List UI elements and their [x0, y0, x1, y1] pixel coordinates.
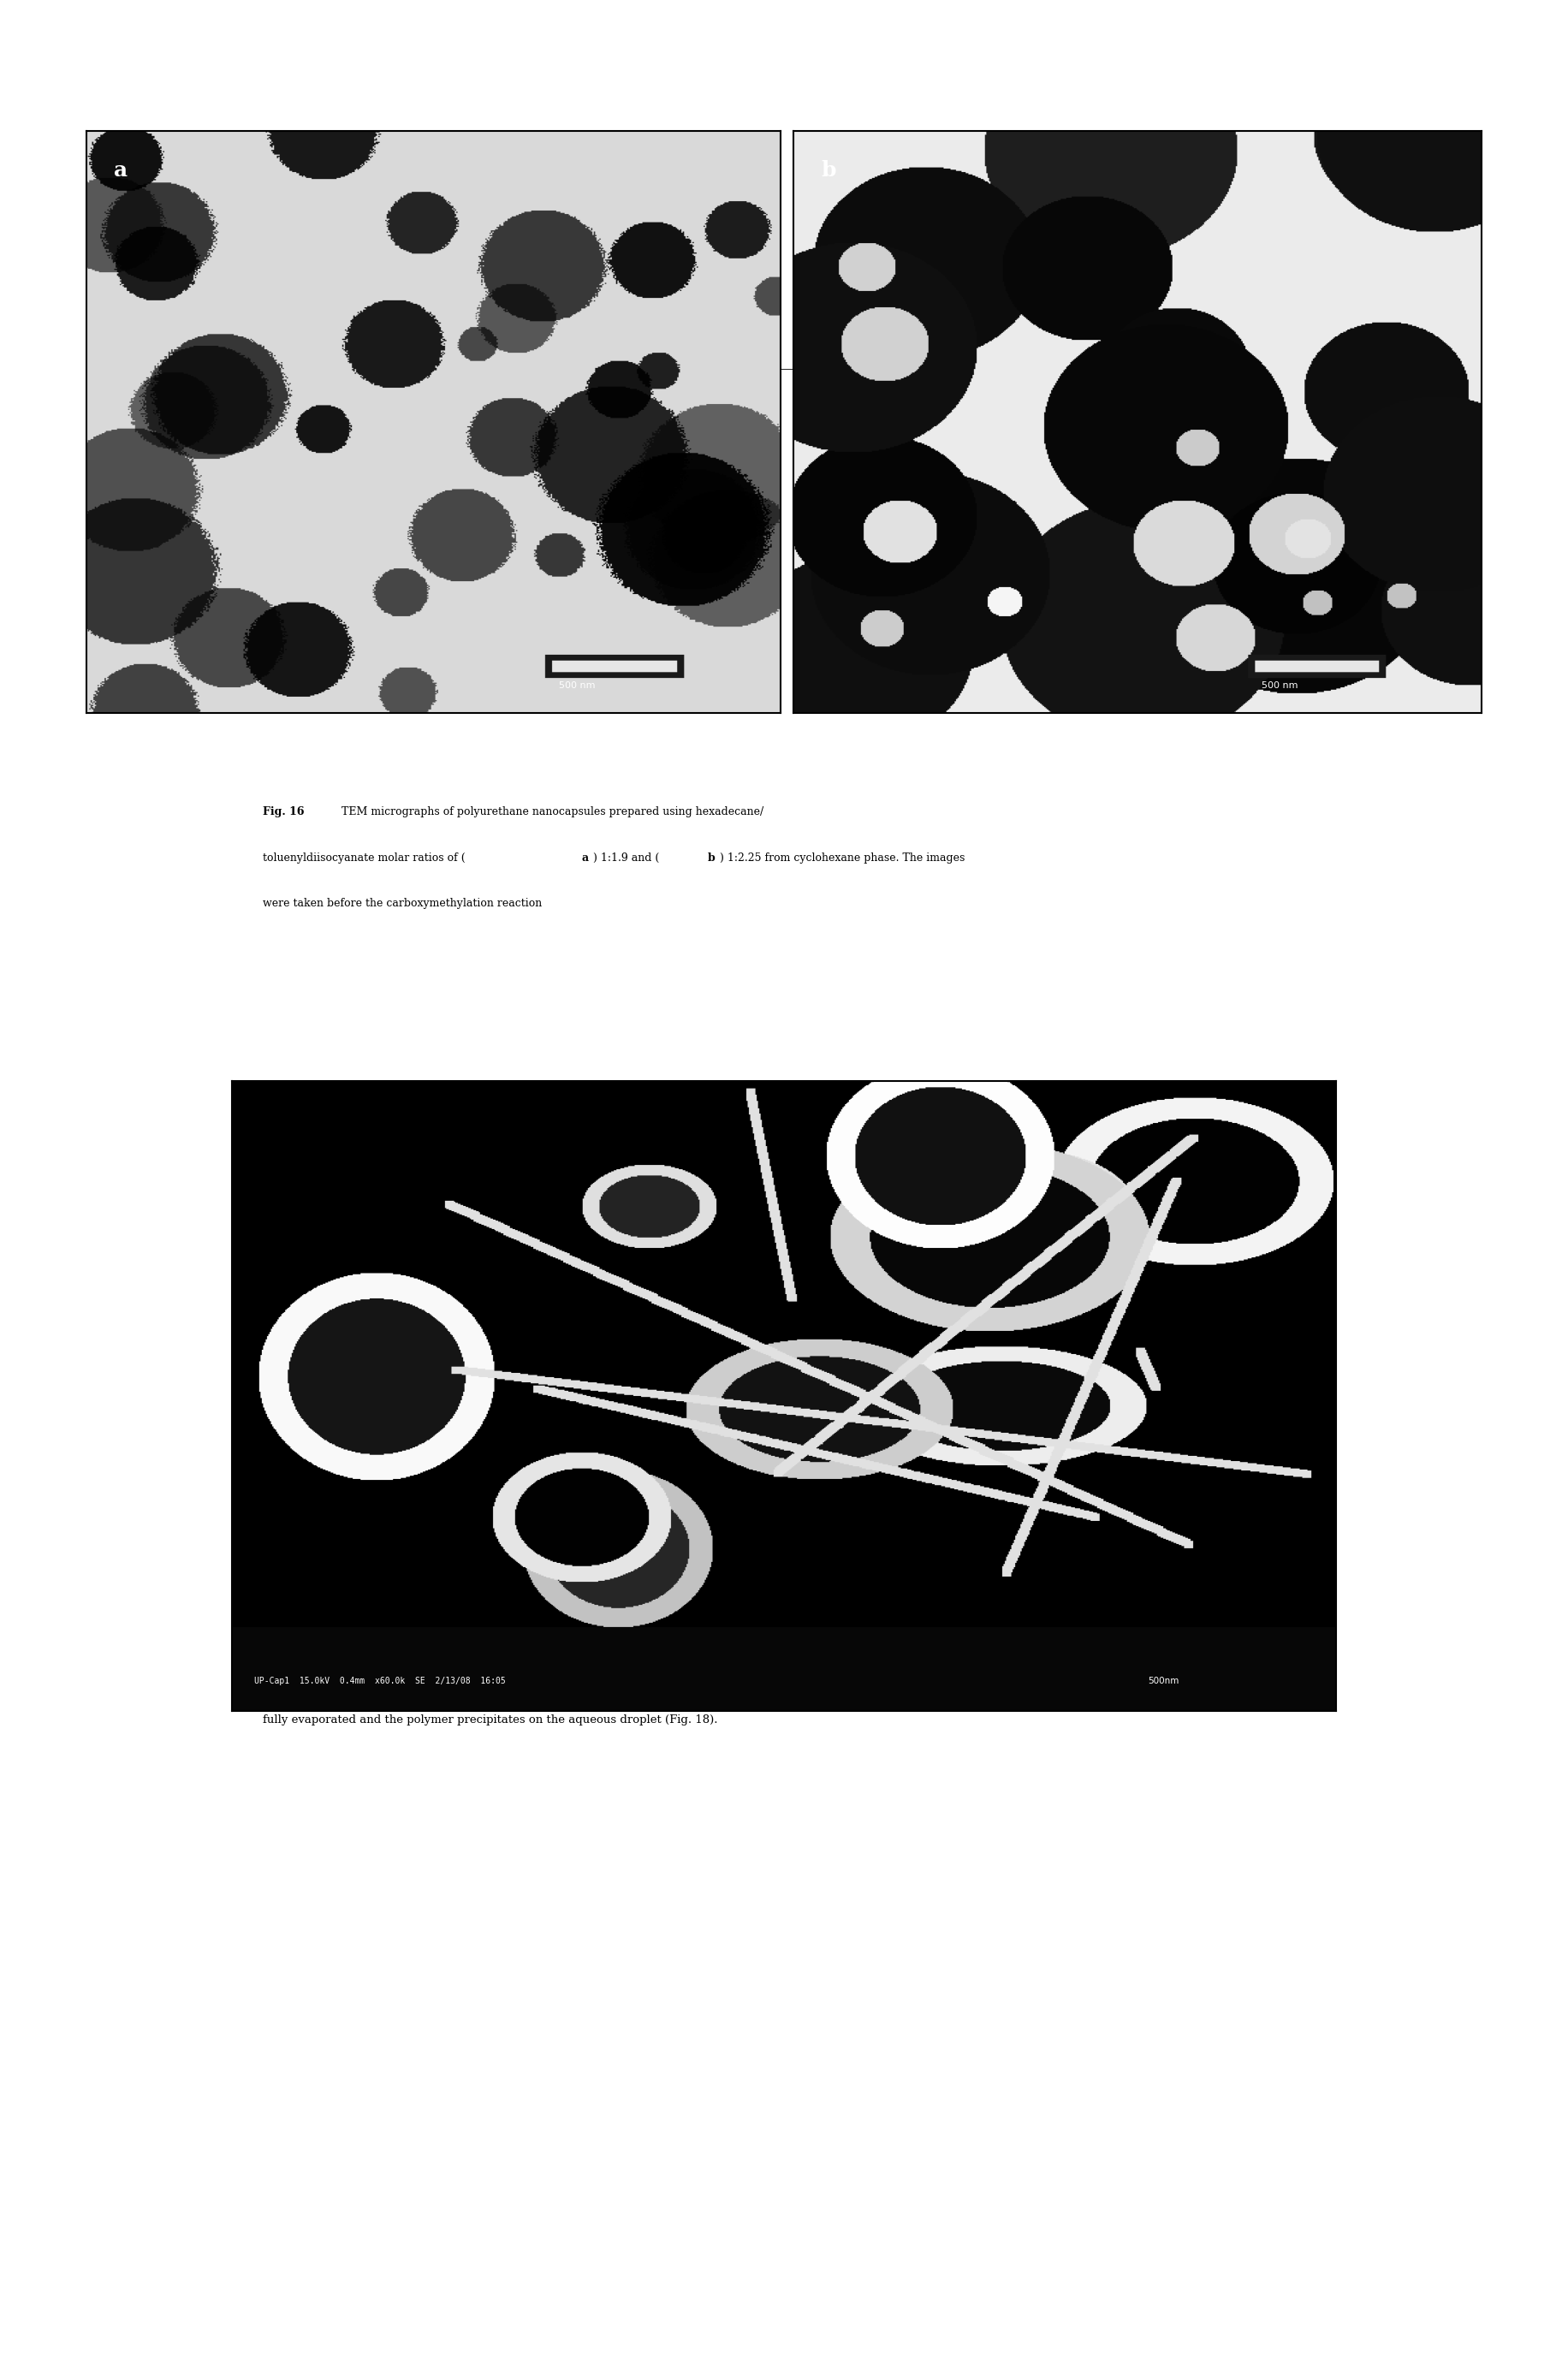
- Text: 500 nm: 500 nm: [558, 682, 594, 689]
- Text: b: b: [822, 159, 836, 181]
- Text: a: a: [114, 159, 129, 181]
- Text: Fig. 16: Fig. 16: [263, 805, 304, 817]
- Text: a nonsolvent (e.g., cyclohexane) for the polymer [e.g., PMMA, polycaprolactone: a nonsolvent (e.g., cyclohexane) for the…: [263, 1625, 721, 1637]
- Text: Miniemulsion Polymerization to Encapsulate Organic and Inorganic Materials: Miniemulsion Polymerization to Encapsula…: [263, 345, 687, 356]
- Text: miniemulsion consists of a mixture of a solvent (e.g., dichloromethane, DCM) and: miniemulsion consists of a mixture of a …: [263, 1582, 731, 1594]
- Text: b: b: [707, 853, 715, 862]
- Text: PAEMA-coated polyurethane capsules with physically adsorbed gold-IgG antibodies.: PAEMA-coated polyurethane capsules with …: [339, 1338, 803, 1347]
- Text: arrows: arrows: [958, 1383, 996, 1395]
- Text: ) 1:2.25 from cyclohexane phase. The images: ) 1:2.25 from cyclohexane phase. The ima…: [720, 853, 964, 862]
- Text: TEM micrographs of polyurethane nanocapsules prepared using hexadecane/: TEM micrographs of polyurethane nanocaps…: [339, 805, 764, 817]
- Text: a: a: [582, 853, 588, 862]
- Text: Gold is visualized with the backscattered electron detector (indicated by: Gold is visualized with the backscattere…: [263, 1383, 662, 1395]
- Text: Fig. 17: Fig. 17: [263, 1338, 304, 1347]
- Text: toluenyldiisocyanate molar ratios of (: toluenyldiisocyanate molar ratios of (: [263, 853, 466, 862]
- Text: UP-Cap1  15.0kV  0.4mm  x60.0k  SE  2/13/08  16:05: UP-Cap1 15.0kV 0.4mm x60.0k SE 2/13/08 1…: [254, 1677, 505, 1685]
- Text: ) in the SEM: ) in the SEM: [1021, 1383, 1090, 1395]
- Text: 500nm: 500nm: [1148, 1677, 1179, 1685]
- Text: 500 nm: 500 nm: [1262, 682, 1298, 689]
- Text: were taken before the carboxymethylation reaction: were taken before the carboxymethylation…: [263, 898, 543, 910]
- Text: the antiseptic chlorohexidine digluconate [87, 88]. The continuous phase of the: the antiseptic chlorohexidine digluconat…: [263, 1537, 718, 1549]
- Text: ) 1:1.9 and (: ) 1:1.9 and (: [593, 853, 660, 862]
- Text: PCL, or poly(methylacrylate) PMA]. After miniemulsification, the solvent is care: PCL, or poly(methylacrylate) PMA]. After…: [263, 1670, 724, 1682]
- Text: 207: 207: [1323, 345, 1344, 356]
- Text: fully evaporated and the polymer precipitates on the aqueous droplet (Fig. 18).: fully evaporated and the polymer precipi…: [263, 1713, 718, 1725]
